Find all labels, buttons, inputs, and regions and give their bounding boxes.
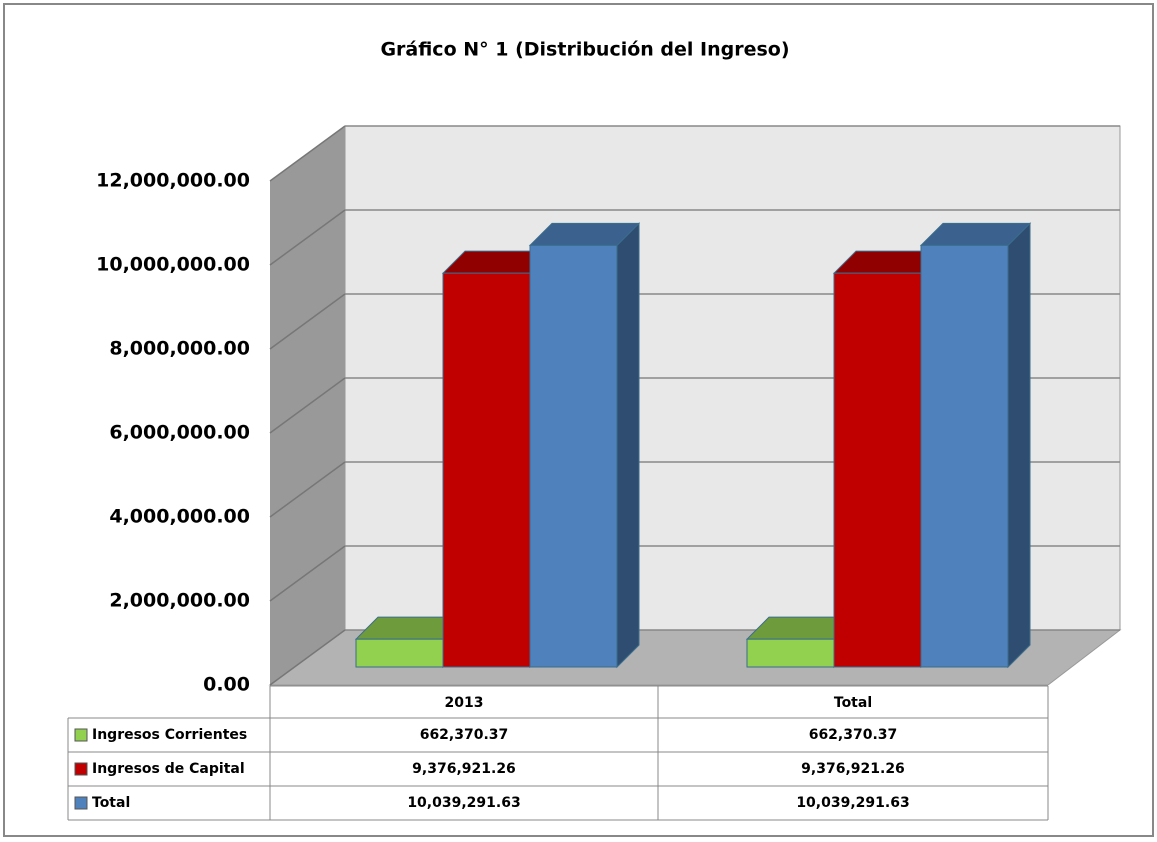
chart-title: Gráfico N° 1 (Distribución del Ingreso) [380, 39, 789, 61]
y-tick-label: 10,000,000.00 [96, 254, 250, 276]
y-tick-label: 0.00 [203, 674, 250, 696]
grid-line [269, 461, 346, 518]
bar-side [616, 222, 640, 669]
grid-line [269, 545, 346, 602]
grid-line [269, 293, 346, 350]
y-tick-label: 12,000,000.00 [96, 170, 250, 192]
legend-label: Total [92, 795, 130, 811]
table-value: 662,370.37 [809, 727, 898, 743]
bar [746, 638, 835, 668]
bar-side [1007, 222, 1031, 669]
bar [355, 638, 444, 668]
bar [529, 244, 618, 668]
bar [920, 244, 1009, 668]
legend-label: Ingresos de Capital [92, 761, 245, 777]
table-value: 9,376,921.26 [412, 761, 516, 777]
y-tick-label: 8,000,000.00 [109, 338, 250, 360]
legend-swatch [74, 762, 88, 776]
legend-swatch [74, 796, 88, 810]
table-value: 662,370.37 [420, 727, 509, 743]
table-value: 10,039,291.63 [407, 795, 520, 811]
legend-swatch [74, 728, 88, 742]
grid-line [269, 209, 346, 266]
table-value: 10,039,291.63 [796, 795, 909, 811]
grid-line [269, 629, 346, 686]
bar [442, 272, 531, 668]
y-tick-label: 6,000,000.00 [109, 422, 250, 444]
table-value: 9,376,921.26 [801, 761, 905, 777]
grid-line [269, 377, 346, 434]
bar [833, 272, 922, 668]
legend-label: Ingresos Corrientes [92, 727, 247, 743]
table-header: Total [834, 695, 872, 711]
y-tick-label: 2,000,000.00 [109, 590, 250, 612]
y-tick-label: 4,000,000.00 [109, 506, 250, 528]
grid-line [269, 125, 346, 182]
table-header: 2013 [445, 695, 484, 711]
